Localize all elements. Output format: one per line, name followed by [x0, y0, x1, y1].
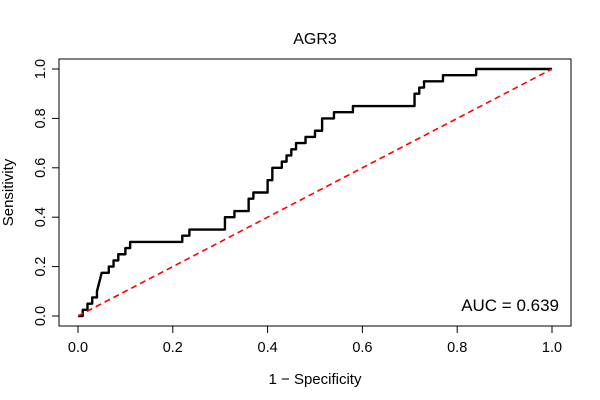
- x-tick-label: 0.2: [163, 340, 183, 356]
- x-tick-label: 0.8: [447, 340, 467, 356]
- y-tick-label: 1.0: [33, 59, 49, 79]
- roc-curve-line: [78, 67, 552, 318]
- y-tick-label: 0.4: [33, 207, 49, 227]
- reference-diagonal-line: [77, 68, 553, 317]
- y-tick-label: 0.2: [33, 257, 49, 277]
- auc-annotation: AUC = 0.639: [461, 296, 559, 315]
- x-tick-label: 0.0: [68, 340, 88, 356]
- x-tick-label: 0.4: [258, 340, 278, 356]
- x-axis-label: 1 − Specificity: [269, 371, 362, 388]
- y-tick-label: 0.6: [33, 158, 49, 178]
- x-tick-label: 1.0: [542, 340, 562, 356]
- y-tick-label: 0.8: [33, 108, 49, 128]
- x-tick-label: 0.6: [352, 340, 372, 356]
- y-tick-label: 0.0: [33, 306, 49, 326]
- chart-title: AGR3: [293, 31, 337, 48]
- y-axis-label: Sensitivity: [0, 158, 17, 226]
